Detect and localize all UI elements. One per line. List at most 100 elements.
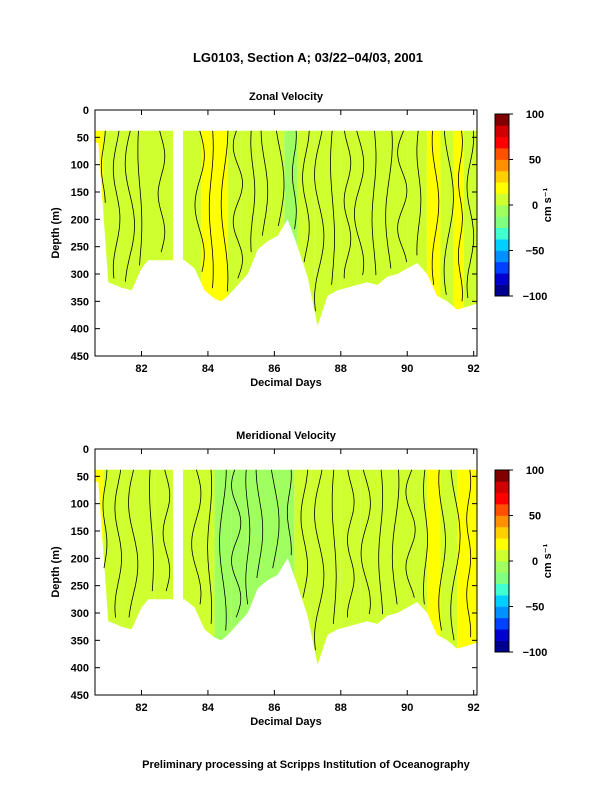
contour-line — [232, 130, 243, 279]
contour-line — [128, 469, 139, 618]
velocity-band — [340, 469, 361, 629]
contour-line — [385, 130, 393, 269]
contour-line — [466, 130, 475, 299]
velocity-band — [183, 130, 202, 284]
contour-line — [245, 469, 251, 605]
figure-title: LG0103, Section A; 03/22–04/03, 2001 — [193, 50, 423, 65]
contour-line — [250, 130, 256, 253]
meridional-velocity-panel: Meridional Velocity 0 50 100 150 200 250 300 350… — [50, 430, 554, 728]
contour-line — [457, 130, 463, 302]
contour-line — [405, 469, 416, 598]
contour-line — [191, 469, 202, 605]
velocity-band — [198, 469, 215, 638]
colorbar-segment — [495, 492, 509, 505]
velocity-band — [277, 469, 295, 577]
velocity-band — [214, 130, 228, 302]
colorbar-segment — [495, 239, 509, 251]
y-tick-label: 450 — [71, 351, 89, 363]
velocity-band — [440, 130, 454, 307]
velocity-band — [95, 130, 104, 213]
contour-line — [300, 469, 308, 598]
colorbar-segment — [495, 136, 509, 149]
y-tick-label: 0 — [83, 444, 89, 456]
y-tick-label: 300 — [71, 269, 89, 281]
velocity-band — [201, 130, 215, 299]
zonal-velocity-panel: Zonal Velocity 0 50 100 150 200 250 300 350 400 45… — [50, 91, 554, 389]
velocity-band — [407, 130, 428, 274]
colorbar-segment — [495, 182, 509, 194]
colorbar-tick-label: −100 — [523, 647, 548, 659]
plot-area — [95, 110, 477, 356]
velocity-band — [374, 130, 394, 285]
x-axis-label: Decimal Days — [250, 716, 322, 728]
contour-line — [149, 469, 154, 592]
colorbar-segment — [495, 640, 509, 653]
colorbar-tick-label: 0 — [532, 200, 538, 212]
contour-line — [416, 130, 422, 256]
panel-title: Meridional Velocity — [236, 430, 337, 442]
data-gap — [173, 110, 184, 356]
y-axis-label: Depth (m) — [50, 207, 62, 259]
colorbar-segment — [495, 583, 509, 596]
contour-line — [330, 130, 335, 285]
contour-line — [314, 469, 325, 651]
velocity-band — [453, 130, 464, 310]
contour-line — [208, 130, 214, 289]
contour-line — [443, 130, 454, 295]
contour-line — [286, 469, 292, 556]
velocity-band — [261, 469, 278, 586]
contour-line — [255, 469, 264, 579]
contour-line — [219, 469, 227, 631]
velocity-band — [413, 469, 428, 613]
x-tick-label: 84 — [202, 702, 215, 714]
velocity-band — [297, 130, 315, 310]
contour-line — [391, 469, 400, 605]
colorbar-segment — [495, 216, 509, 229]
y-tick-label: 100 — [71, 499, 89, 511]
contour-line — [466, 469, 472, 638]
colorbar-segment — [495, 125, 509, 138]
colorbar-segment — [495, 284, 509, 297]
contour-line — [112, 130, 121, 279]
velocity-band — [134, 469, 155, 623]
x-tick-label: 82 — [135, 702, 147, 714]
y-tick-label: 50 — [77, 471, 89, 483]
contour-line — [343, 130, 352, 279]
x-tick-label: 92 — [468, 702, 480, 714]
footer-credit: Preliminary processing at Scripps Instit… — [142, 759, 471, 771]
colorbar-segment — [495, 148, 509, 160]
colorbar-segment — [495, 114, 509, 126]
colorbar-segment — [495, 595, 509, 607]
y-tick-label: 350 — [71, 296, 89, 308]
plot-area — [95, 449, 477, 695]
colorbar-segment — [495, 481, 509, 494]
colorbar-tick-label: −100 — [523, 291, 548, 303]
velocity-band — [118, 130, 132, 291]
contour-line — [302, 130, 310, 263]
velocity-band — [247, 469, 262, 613]
y-tick-label: 50 — [77, 132, 89, 144]
contour-line — [194, 130, 205, 272]
contour-line — [276, 130, 285, 226]
x-tick-label: 92 — [468, 363, 480, 375]
colorbar-segment — [495, 205, 509, 217]
velocity-band — [310, 469, 328, 665]
contour-line — [162, 469, 171, 592]
velocity-band — [257, 130, 272, 250]
velocity-band — [214, 469, 232, 641]
y-tick-label: 400 — [71, 324, 89, 336]
contour-line — [360, 469, 371, 615]
x-tick-label: 88 — [335, 363, 347, 375]
velocity-band — [183, 469, 198, 615]
contour-line — [431, 130, 440, 285]
contour-line — [331, 469, 337, 624]
colorbar-segment — [495, 538, 509, 550]
y-tick-label: 150 — [71, 187, 89, 199]
colorbar-segment — [495, 617, 509, 630]
contour-line — [260, 130, 269, 236]
velocity-band — [427, 130, 441, 298]
velocity-band — [151, 130, 174, 261]
velocity-band — [327, 130, 341, 296]
colorbar-segment — [495, 515, 509, 528]
colorbar-segment — [495, 526, 509, 539]
